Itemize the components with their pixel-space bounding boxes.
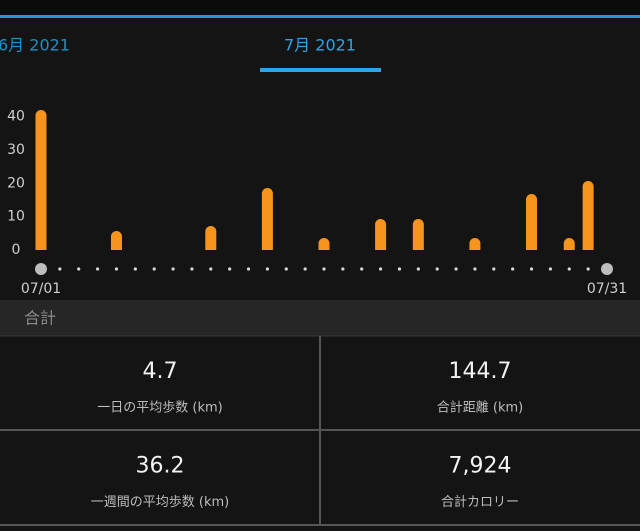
day-dot (511, 267, 515, 271)
day-dot (435, 267, 439, 271)
stats: 4.7 一日の平均歩数 (km) 144.7 合計距離 (km) 36.2 一週間の平均歩… (91, 359, 523, 510)
stat-value: 144.7 (449, 359, 512, 384)
stat-value: 4.7 (143, 359, 178, 384)
section-header (0, 300, 640, 336)
day-dot (114, 267, 119, 271)
stat-label: 一日の平均歩数 (km) (97, 401, 222, 416)
day-dot (397, 267, 402, 271)
stat-label: 合計カロリー (441, 494, 519, 510)
bar (526, 194, 538, 250)
day-dot (416, 267, 420, 271)
bar (375, 219, 387, 250)
stat-label: 合計距離 (km) (437, 400, 523, 416)
day-dot (567, 267, 571, 271)
day-dot (322, 267, 326, 271)
day-dot (529, 267, 534, 271)
bar (261, 188, 273, 250)
y-tick-label: 30 (7, 142, 25, 158)
day-dot (454, 267, 458, 271)
day-dot (152, 267, 156, 271)
day-dot (473, 267, 477, 271)
chart: 0 10 20 30 40 07/01 07/31 (7, 109, 627, 297)
day-dot (246, 267, 251, 271)
day-dot (58, 267, 62, 271)
bar (582, 181, 594, 250)
y-tick-label: 10 (7, 209, 25, 225)
day-dot (171, 267, 175, 271)
day-dot (548, 267, 553, 271)
day-dot (492, 267, 496, 271)
day-handle (601, 263, 613, 275)
y-tick-label: 40 (7, 109, 25, 125)
day-dot (133, 267, 137, 271)
tab-previous[interactable]: 6月 2021 (0, 36, 70, 55)
day-dot (586, 267, 590, 271)
day-dot (303, 267, 307, 271)
bar (469, 238, 481, 250)
stats-grid (0, 335, 640, 526)
day-dot (96, 267, 100, 271)
stat-label: 一週間の平均歩数 (km) (91, 495, 229, 510)
y-tick-label: 0 (12, 242, 21, 258)
tab-underline (260, 68, 381, 72)
day-handle (35, 263, 47, 275)
bar (35, 110, 47, 250)
day-dot (379, 267, 383, 271)
day-dot (228, 267, 232, 271)
day-dot (341, 267, 345, 271)
x-tick-label: 07/31 (587, 281, 627, 297)
stat-value: 7,924 (449, 454, 512, 479)
day-dot (209, 267, 213, 271)
day-dot (360, 267, 364, 271)
day-dot (284, 267, 288, 271)
bar (412, 219, 424, 250)
x-tick-label: 07/01 (21, 281, 61, 297)
y-tick-label: 20 (7, 175, 25, 191)
section-title: 合計 (24, 309, 56, 328)
stat-value: 36.2 (136, 454, 185, 479)
top-bar (0, 0, 640, 15)
bar (563, 238, 575, 250)
tab-current[interactable]: 7月 2021 (284, 36, 356, 55)
bar (318, 238, 330, 250)
day-dot (190, 267, 194, 271)
bar (205, 226, 217, 250)
top-accent (0, 15, 640, 18)
bar (110, 231, 122, 250)
day-dot (265, 267, 269, 271)
day-dot (77, 267, 81, 271)
